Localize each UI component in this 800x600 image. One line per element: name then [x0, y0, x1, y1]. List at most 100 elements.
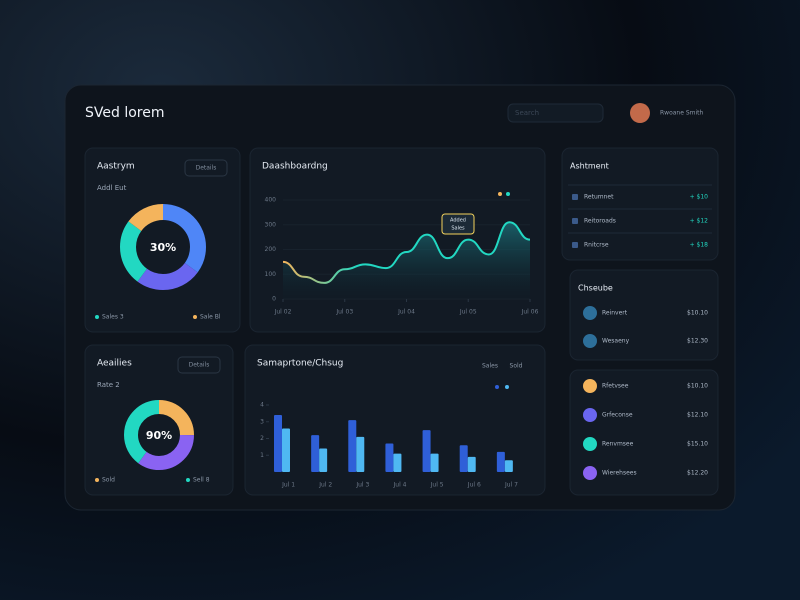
tooltip-text: Added — [450, 218, 466, 224]
row-value: $12.20 — [687, 470, 708, 477]
card-title: Aeailies — [97, 359, 132, 369]
card — [569, 269, 719, 361]
card — [561, 147, 719, 261]
row-label: Retumnet — [584, 194, 614, 201]
legend-label: Sold — [102, 477, 115, 484]
row-value: + $12 — [690, 218, 709, 225]
row-value: $12.30 — [687, 338, 708, 345]
bar — [311, 435, 320, 472]
legend-dot — [95, 478, 99, 482]
y-tick-label: 3 — [260, 418, 264, 425]
donut-segment — [124, 400, 194, 470]
bar — [348, 420, 357, 472]
y-tick-label: 200 — [265, 246, 277, 253]
y-tick-label: 300 — [265, 221, 277, 228]
card — [84, 147, 241, 333]
y-tick-label: 0 — [272, 296, 276, 303]
x-tick-label: Jul 02 — [274, 309, 292, 316]
row-icon — [572, 194, 578, 200]
card-title: Chseube — [578, 284, 613, 293]
y-tick-label: 2 — [260, 435, 264, 442]
card — [84, 344, 234, 496]
donut-segment — [124, 400, 194, 470]
tooltip-text: Sales — [451, 226, 465, 232]
y-tick-label: 400 — [265, 197, 277, 204]
row-label: Reinvert — [602, 310, 628, 317]
x-tick-label: Jul 2 — [318, 482, 332, 489]
card-title: Ashtment — [570, 162, 609, 171]
legend-dot — [505, 385, 509, 389]
details-button[interactable] — [184, 159, 228, 177]
tooltip — [441, 213, 475, 235]
area-line — [282, 221, 531, 284]
legend-dot — [95, 315, 99, 319]
bar — [385, 443, 394, 472]
x-tick-label: Jul 4 — [393, 482, 407, 489]
bar — [282, 428, 290, 472]
legend-dot — [186, 478, 190, 482]
row-value: $10.10 — [687, 383, 708, 390]
row-label: Rfetvsee — [602, 383, 629, 390]
avatar[interactable] — [630, 103, 650, 123]
row-value: + $10 — [690, 194, 709, 201]
bar — [393, 453, 402, 472]
row-icon — [583, 466, 597, 480]
bar — [319, 448, 328, 472]
x-tick-label: Jul 06 — [521, 309, 539, 316]
x-tick-label: Jul 1 — [281, 482, 295, 489]
donut-segment — [120, 204, 206, 290]
donut-center-label: 90% — [146, 429, 172, 442]
user-name: Rwoane Smith — [660, 110, 703, 117]
row-value: + $18 — [690, 242, 709, 249]
row-label: Reitoroads — [584, 218, 616, 225]
button-label: Details — [196, 165, 217, 172]
row-value: $12.10 — [687, 412, 708, 419]
row-value: $15.10 — [687, 441, 708, 448]
row-label: Wierehsees — [602, 470, 637, 477]
bar — [459, 445, 468, 472]
donut-segment — [120, 204, 206, 290]
x-tick-label: Jul 5 — [430, 482, 444, 489]
x-tick-label: Jul 3 — [355, 482, 369, 489]
legend-dot — [495, 385, 499, 389]
search-box[interactable] — [507, 103, 604, 123]
bar — [356, 436, 365, 472]
row-icon — [572, 218, 578, 224]
card — [569, 369, 719, 496]
x-tick-label: Jul 7 — [504, 482, 518, 489]
bar — [496, 451, 505, 472]
y-tick-label: 1 — [260, 452, 264, 459]
app-title: SVed lorem — [85, 105, 164, 121]
bar — [504, 460, 513, 472]
row-label: Wesaeny — [602, 338, 630, 345]
y-tick-label: 4 — [260, 402, 264, 409]
row-icon — [572, 242, 578, 248]
row-icon — [583, 334, 597, 348]
bar — [422, 430, 431, 472]
button-label: Details — [189, 362, 210, 369]
legend-dot — [498, 192, 502, 196]
row-label: Grfeconse — [602, 412, 633, 419]
row-label: Rnitcrse — [584, 242, 609, 249]
card-title: Daashboardng — [262, 162, 328, 172]
details-button[interactable] — [177, 356, 221, 374]
donut-segment — [120, 204, 206, 290]
legend-dot — [506, 192, 510, 196]
row-icon — [583, 437, 597, 451]
row-icon — [583, 306, 597, 320]
legend-label: Sale Bl — [200, 314, 221, 321]
card-title: Aastrym — [97, 162, 135, 172]
legend-label: Sales 3 — [102, 314, 124, 321]
legend-label: Sold — [510, 363, 523, 370]
x-tick-label: Jul 04 — [397, 309, 415, 316]
x-tick-label: Jul 6 — [467, 482, 481, 489]
legend-dot — [193, 315, 197, 319]
search-placeholder: Search — [515, 109, 539, 117]
legend-label: Sales — [482, 363, 498, 370]
row-icon — [583, 379, 597, 393]
card-subtitle: Rate 2 — [97, 381, 120, 389]
card-subtitle: Addl Eut — [97, 184, 127, 192]
donut-center-label: 30% — [150, 241, 176, 254]
y-tick-label: 100 — [265, 271, 277, 278]
